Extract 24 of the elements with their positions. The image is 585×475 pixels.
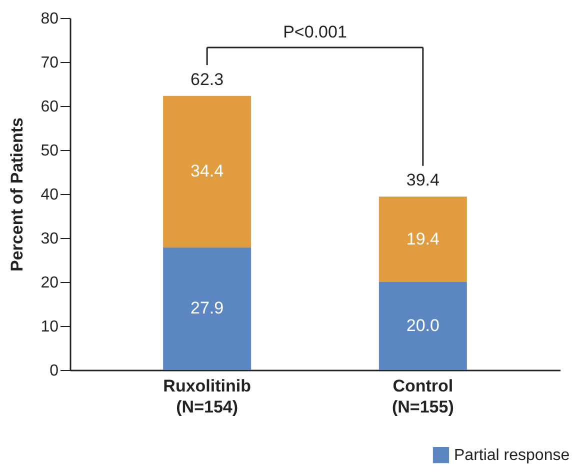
y-tick-label: 60	[40, 98, 59, 116]
bar	[378, 196, 467, 282]
data-label: 27.9	[190, 298, 224, 318]
y-tick-label: 50	[40, 142, 59, 160]
data-label: 34.4	[190, 162, 224, 181]
y-axis-title: Percent of Patients	[8, 118, 27, 272]
bar	[378, 282, 467, 370]
annotation: P<0.001	[283, 22, 347, 42]
data-label: 20.0	[406, 316, 440, 335]
bar	[163, 247, 252, 370]
y-tick-label: 80	[40, 10, 59, 28]
y-tick-label: 20	[40, 274, 59, 292]
y-tick-label: 10	[40, 318, 59, 336]
x-tick-label: Control (N=155)	[392, 376, 454, 416]
data-label: 19.4	[406, 229, 440, 248]
x-tick-label: Ruxolitinib (N=154)	[163, 376, 251, 416]
y-tick-label: 0	[50, 362, 59, 380]
y-tick-label: 30	[40, 230, 59, 248]
total-label: 39.4	[406, 170, 440, 190]
y-tick-label: 40	[40, 186, 59, 204]
y-tick-label: 70	[40, 54, 59, 72]
total-label: 62.3	[190, 70, 224, 89]
legend-label: Partial response	[454, 447, 570, 464]
bar	[163, 96, 252, 248]
